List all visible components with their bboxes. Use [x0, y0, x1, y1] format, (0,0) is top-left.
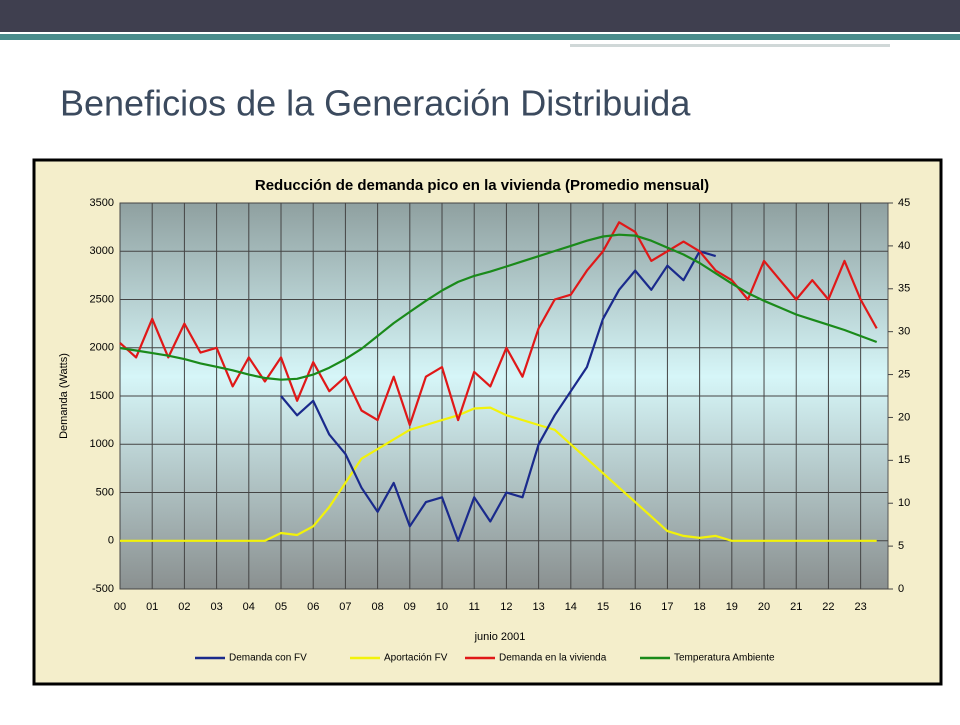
y-tick-label: 1500: [90, 390, 114, 402]
x-tick-label: 18: [693, 601, 705, 613]
y-tick-label: 500: [96, 486, 114, 498]
x-tick-label: 04: [243, 601, 255, 613]
y2-tick-label: 30: [898, 326, 910, 338]
x-tick-label: 07: [339, 601, 351, 613]
x-tick-label: 22: [822, 601, 834, 613]
chart-title: Reducción de demanda pico en la vivienda…: [255, 177, 709, 194]
series-line: [280, 250, 717, 542]
series-line: [120, 406, 877, 542]
x-tick-label: 05: [275, 601, 287, 613]
x-tick-label: 23: [855, 601, 867, 613]
y2-tick-label: 5: [898, 540, 904, 552]
y-tick-label: 3500: [90, 197, 114, 209]
accent-bar: [0, 34, 960, 40]
x-tick-label: 21: [790, 601, 802, 613]
y-axis-label: Demanda (Watts): [58, 353, 70, 439]
x-tick-label: 20: [758, 601, 770, 613]
lines: [119, 221, 878, 542]
y2-tick-label: 10: [898, 497, 910, 509]
x-tick-label: 14: [565, 601, 577, 613]
top-bar: [0, 0, 960, 32]
x-tick-label: 12: [500, 601, 512, 613]
series-line: [119, 221, 878, 427]
legend-label: Demanda en la vivienda: [499, 653, 607, 664]
legend: Demanda con FV Aportación FV Demanda en la…: [195, 653, 775, 664]
slide-title: Beneficios de la Generación Distribuida: [60, 83, 691, 124]
x-tick-label: 03: [210, 601, 222, 613]
x-tick-label: 00: [114, 601, 126, 613]
series-line: [119, 233, 878, 381]
y-tick-label: 2000: [90, 342, 114, 354]
x-tick-label: 06: [307, 601, 319, 613]
legend-label: Aportación FV: [384, 653, 448, 664]
x-tick-label: 15: [597, 601, 609, 613]
y2-tick-label: 20: [898, 411, 910, 423]
y2-tick-label: 25: [898, 368, 910, 380]
x-tick-label: 02: [178, 601, 190, 613]
x-tick-label: 10: [436, 601, 448, 613]
y-tick-label: 1000: [90, 438, 114, 450]
y2-tick-label: 40: [898, 240, 910, 252]
x-tick-label: 19: [726, 601, 738, 613]
x-tick-label: 09: [404, 601, 416, 613]
x-tick-label: 17: [661, 601, 673, 613]
y2-tick-label: 0: [898, 583, 904, 595]
y-tick-label: 0: [108, 535, 114, 547]
y-tick-label: 3000: [90, 245, 114, 257]
accent-line: [570, 44, 890, 47]
y-tick-label: 2500: [90, 293, 114, 305]
legend-label: Temperatura Ambiente: [674, 653, 775, 664]
y2-tick-label: 35: [898, 283, 910, 295]
x-tick-label: 13: [532, 601, 544, 613]
x-axis-label: junio 2001: [474, 631, 526, 643]
x-tick-label: 11: [469, 601, 480, 613]
y-tick-label: -500: [92, 583, 114, 595]
x-tick-label: 16: [629, 601, 641, 613]
y2-tick-label: 45: [898, 197, 910, 209]
y2-tick-label: 15: [898, 454, 910, 466]
x-tick-label: 01: [146, 601, 158, 613]
x-tick-label: 08: [371, 601, 383, 613]
legend-label: Demanda con FV: [229, 653, 307, 664]
